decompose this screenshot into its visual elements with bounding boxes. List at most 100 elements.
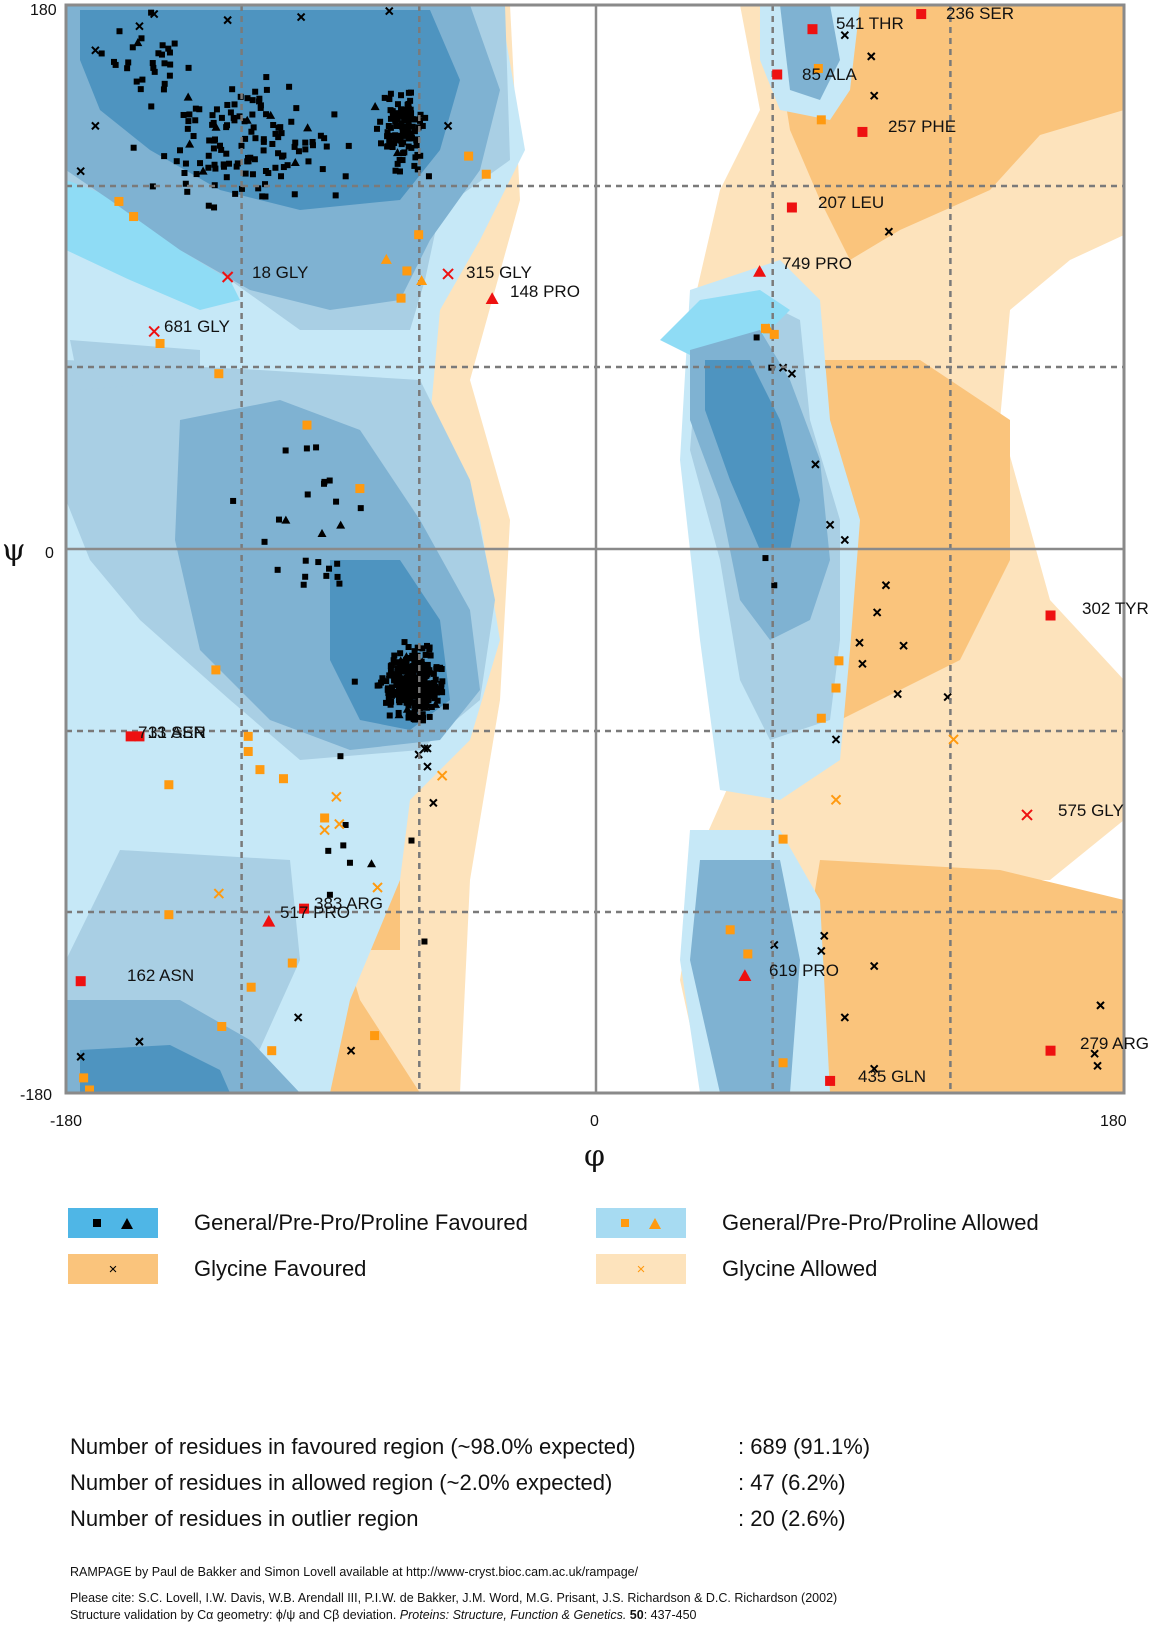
favoured-square bbox=[211, 161, 218, 168]
favoured-square bbox=[437, 664, 444, 671]
label-85-ala: 85 ALA bbox=[802, 65, 857, 84]
allowed-square bbox=[302, 420, 312, 430]
favoured-square bbox=[167, 61, 174, 68]
favoured-square bbox=[326, 565, 333, 572]
outlier-315-gly bbox=[442, 268, 454, 280]
favoured-square bbox=[242, 135, 249, 142]
favoured-square bbox=[377, 118, 384, 125]
label-713-ser: 713 SER bbox=[138, 723, 206, 742]
favoured-square bbox=[238, 185, 245, 192]
favoured-square bbox=[161, 80, 168, 87]
favoured-square bbox=[196, 106, 203, 113]
allowed-square bbox=[816, 115, 826, 125]
favoured-square bbox=[252, 135, 259, 142]
favoured-square bbox=[384, 685, 391, 692]
favoured-square bbox=[223, 174, 230, 181]
label-435-gln: 435 GLN bbox=[858, 1067, 926, 1086]
favoured-square bbox=[386, 712, 393, 719]
favoured-square bbox=[421, 679, 428, 686]
favoured-square bbox=[171, 40, 178, 47]
favoured-square bbox=[282, 447, 289, 454]
favoured-square bbox=[434, 697, 441, 704]
favoured-square bbox=[404, 125, 411, 132]
favoured-square bbox=[182, 180, 189, 187]
allowed-square bbox=[725, 925, 735, 935]
favoured-square bbox=[419, 697, 426, 704]
x-axis-label: φ bbox=[584, 1139, 605, 1174]
allowed-square bbox=[129, 212, 139, 222]
favoured-square bbox=[426, 646, 433, 653]
glycine-favoured-cross bbox=[840, 31, 850, 40]
favoured-square bbox=[401, 149, 408, 156]
label-31-asn: 31 ASN bbox=[148, 723, 206, 742]
favoured-square bbox=[236, 113, 243, 120]
outlier-681-gly bbox=[148, 325, 160, 338]
favoured-square bbox=[321, 478, 328, 485]
allowed-square bbox=[214, 369, 224, 379]
favoured-square bbox=[249, 97, 256, 104]
favoured-square bbox=[302, 139, 309, 146]
allowed-square bbox=[114, 196, 124, 206]
label-619-pro: 619 PRO bbox=[769, 961, 839, 980]
glycine-favoured-cross bbox=[296, 12, 306, 22]
favoured-square bbox=[407, 97, 414, 104]
favoured-square bbox=[413, 688, 420, 695]
legend-general-allowed-swatch bbox=[596, 1208, 686, 1238]
favoured-triangle bbox=[399, 655, 409, 664]
favoured-square bbox=[161, 60, 168, 67]
favoured-square bbox=[398, 120, 405, 127]
favoured-square bbox=[137, 86, 144, 93]
favoured-square bbox=[412, 683, 419, 690]
glycine-allowed-cross bbox=[372, 882, 383, 893]
favoured-square bbox=[234, 160, 241, 167]
favoured-square bbox=[396, 168, 403, 175]
favoured-square bbox=[392, 136, 399, 143]
glycine-favoured-cross bbox=[91, 121, 100, 131]
favoured-square bbox=[232, 190, 239, 197]
favoured-square bbox=[404, 671, 411, 678]
favoured-square bbox=[379, 675, 386, 682]
favoured-square bbox=[112, 61, 119, 68]
favoured-square bbox=[419, 711, 426, 718]
favoured-square bbox=[226, 160, 233, 167]
favoured-square bbox=[303, 445, 310, 452]
glycine-favoured-cross bbox=[881, 581, 891, 590]
favoured-square bbox=[396, 699, 403, 706]
favoured-square bbox=[407, 686, 414, 693]
favoured-square bbox=[212, 165, 219, 172]
favoured-square bbox=[278, 173, 285, 180]
favoured-square bbox=[394, 122, 401, 129]
glycine-favoured-cross bbox=[884, 227, 894, 236]
favoured-square bbox=[409, 710, 416, 717]
allowed-square bbox=[402, 266, 412, 276]
favoured-square bbox=[227, 109, 234, 116]
favoured-square bbox=[138, 35, 145, 42]
zero-axes bbox=[66, 5, 1124, 1093]
allowed-square bbox=[834, 656, 844, 666]
favoured-square bbox=[399, 681, 406, 688]
favoured-square bbox=[418, 703, 425, 710]
y-axis-label: ψ bbox=[2, 533, 26, 568]
favoured-square bbox=[292, 139, 299, 146]
favoured-triangle bbox=[411, 673, 421, 682]
allowed-square bbox=[355, 484, 365, 494]
label-302-tyr: 302 TYR bbox=[1082, 599, 1149, 618]
glycine-favoured-cross bbox=[840, 535, 850, 545]
glycine-favoured-cross bbox=[893, 689, 902, 699]
favoured-square bbox=[205, 164, 212, 171]
favoured-square bbox=[392, 167, 399, 174]
favoured-square bbox=[233, 163, 240, 170]
journal-pages: : 437-450 bbox=[643, 1608, 697, 1622]
favoured-square bbox=[230, 497, 237, 504]
glycine-favoured-cross bbox=[855, 638, 864, 647]
glycine-allowed-cross bbox=[830, 794, 842, 806]
favoured-square bbox=[272, 130, 279, 137]
label-517-pro: 517 PRO bbox=[280, 903, 350, 922]
favoured-square bbox=[193, 171, 200, 178]
favoured-square bbox=[209, 112, 216, 119]
allowed-square bbox=[164, 780, 174, 790]
glycine-favoured-cross bbox=[869, 1064, 879, 1074]
favoured-square bbox=[386, 137, 393, 144]
allowed-square bbox=[287, 958, 297, 968]
favoured-square bbox=[411, 648, 418, 655]
